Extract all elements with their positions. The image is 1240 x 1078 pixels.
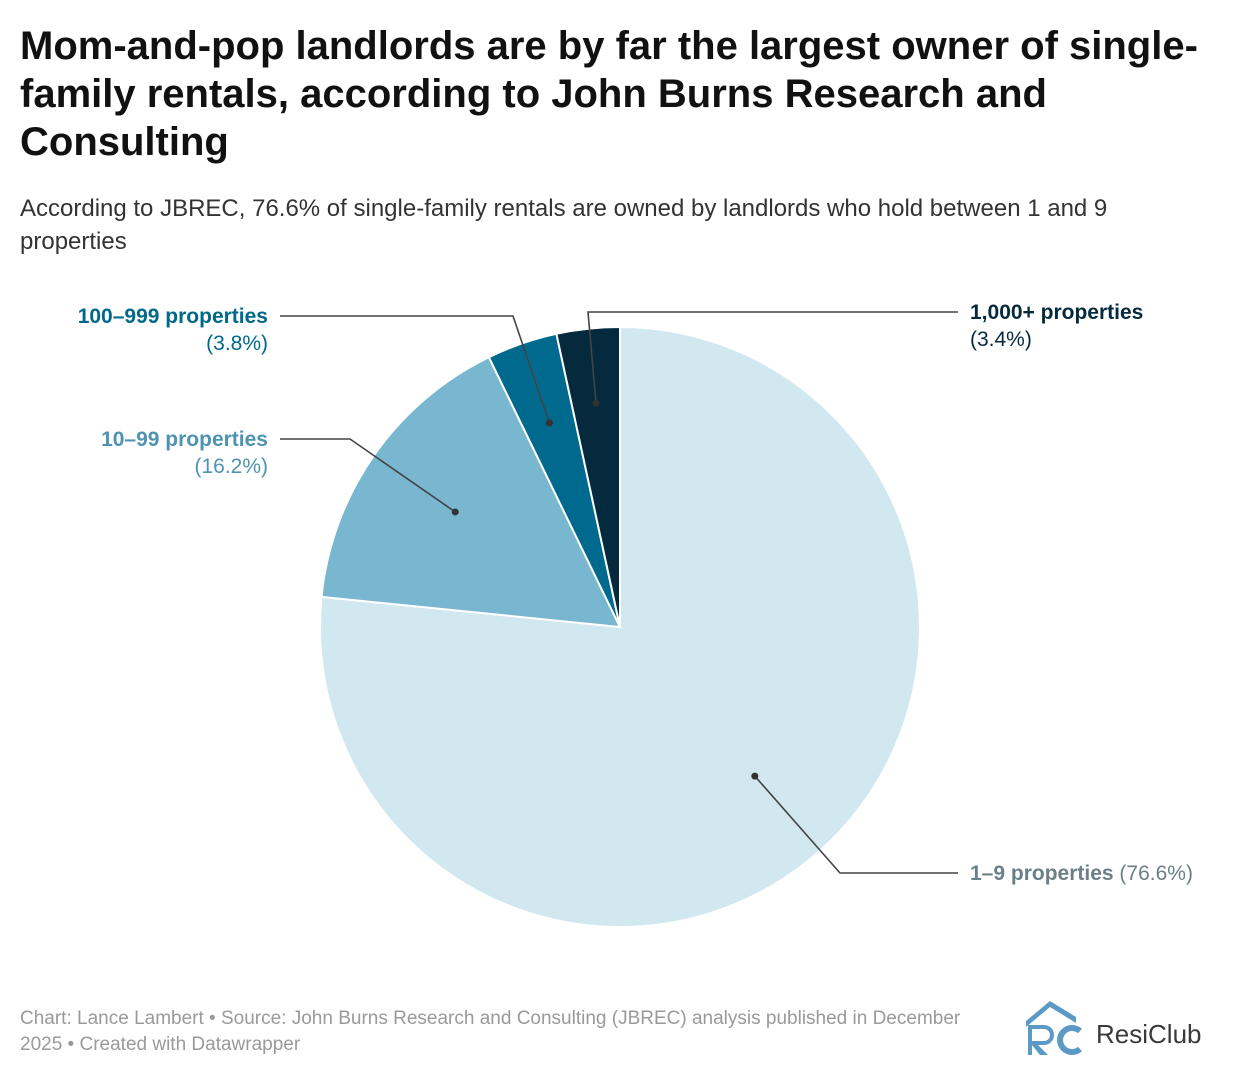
leader-line-1-9-properties (754, 775, 958, 874)
slice-label-1-000-properties: 1,000+ properties (970, 301, 1143, 324)
leader-line-100-999-properties (280, 315, 551, 424)
chart-title: Mom-and-pop landlords are by far the lar… (20, 24, 1198, 164)
slice-value-10-99-properties: (16.2%) (194, 455, 268, 478)
resiclub-logo-icon (1026, 1001, 1082, 1055)
brand-name: ResiClub (1096, 1019, 1202, 1049)
leader-dot-10-99-properties (451, 508, 459, 516)
chart-subtitle: According to JBREC, 76.6% of single-fami… (20, 195, 1108, 255)
pie-slice-1-000-properties[interactable] (555, 325, 621, 628)
brand-logo[interactable]: ResiClub (1024, 997, 1224, 1057)
slice-value-100-999-properties: (3.8%) (206, 332, 268, 355)
chart-footer: Chart: Lance Lambert • Source: John Burn… (20, 1008, 961, 1055)
leader-line-1-000-properties (587, 311, 958, 404)
slice-label-100-999-properties: 100–999 properties (78, 305, 268, 328)
leader-dot-1-000-properties (592, 399, 600, 407)
leader-dot-1-9-properties (751, 772, 759, 780)
slice-label-1-9-properties: 1–9 properties (76.6%) (970, 862, 1193, 885)
leader-dot-100-999-properties (545, 419, 553, 427)
slice-label-10-99-properties: 10–99 properties (101, 428, 268, 451)
leader-line-10-99-properties (280, 438, 456, 513)
slice-value-1-000-properties: (3.4%) (970, 328, 1032, 351)
